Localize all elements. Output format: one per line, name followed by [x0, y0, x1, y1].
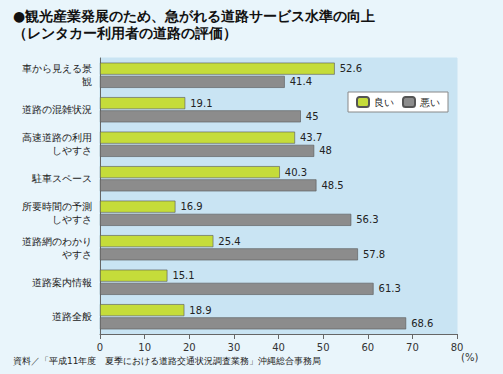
- svg-text:資料／「平成11年度 夏季における道路交通状況調査業務」沖縄: 資料／「平成11年度 夏季における道路交通状況調査業務」沖縄総合事務局: [13, 356, 321, 366]
- svg-text:10: 10: [138, 342, 151, 353]
- svg-text:高速道路の利用: 高速道路の利用: [22, 132, 92, 143]
- svg-text:駐車スペース: 駐車スペース: [31, 173, 92, 184]
- svg-text:道路網のわかり: 道路網のわかり: [22, 236, 92, 247]
- svg-text:所要時間の予測: 所要時間の予測: [22, 201, 92, 212]
- svg-text:（レンタカー利用者の道路の評価）: （レンタカー利用者の道路の評価）: [13, 25, 237, 41]
- svg-text:(%): (%): [461, 352, 478, 363]
- svg-text:観: 観: [82, 76, 92, 87]
- svg-text:52.6: 52.6: [340, 63, 362, 74]
- svg-text:61.3: 61.3: [379, 283, 401, 294]
- svg-text:道路の混雑状況: 道路の混雑状況: [22, 104, 92, 115]
- svg-text:40: 40: [272, 342, 285, 353]
- svg-text:25.4: 25.4: [218, 236, 240, 247]
- svg-text:56.3: 56.3: [356, 214, 378, 225]
- svg-text:●観光産業発展のため、急がれる道路サービス水準の向上: ●観光産業発展のため、急がれる道路サービス水準の向上: [13, 8, 375, 24]
- svg-text:0: 0: [97, 342, 103, 353]
- svg-text:60: 60: [361, 342, 374, 353]
- svg-text:68.6: 68.6: [411, 318, 433, 329]
- svg-text:良い: 良い: [374, 97, 394, 108]
- svg-text:70: 70: [406, 342, 419, 353]
- svg-text:19.1: 19.1: [190, 98, 212, 109]
- svg-text:48.5: 48.5: [321, 180, 343, 191]
- svg-text:45: 45: [306, 111, 319, 122]
- svg-text:しやすさ: しやすさ: [52, 145, 92, 156]
- svg-text:15.1: 15.1: [172, 270, 194, 281]
- svg-text:41.4: 41.4: [290, 76, 312, 87]
- svg-text:43.7: 43.7: [300, 132, 322, 143]
- svg-text:80: 80: [451, 342, 464, 353]
- svg-text:18.9: 18.9: [189, 305, 211, 316]
- svg-text:48: 48: [319, 145, 332, 156]
- svg-text:57.8: 57.8: [363, 249, 385, 260]
- svg-text:30: 30: [228, 342, 241, 353]
- svg-text:悪い: 悪い: [419, 97, 440, 108]
- svg-text:20: 20: [183, 342, 196, 353]
- svg-text:16.9: 16.9: [180, 201, 202, 212]
- svg-text:道路案内情報: 道路案内情報: [32, 277, 92, 288]
- svg-text:しやすさ: しやすさ: [52, 214, 92, 225]
- svg-text:50: 50: [317, 342, 330, 353]
- svg-text:道路全般: 道路全般: [52, 311, 92, 322]
- svg-text:やすさ: やすさ: [62, 249, 92, 260]
- svg-text:車から見える景: 車から見える景: [22, 63, 92, 74]
- svg-text:40.3: 40.3: [285, 167, 307, 178]
